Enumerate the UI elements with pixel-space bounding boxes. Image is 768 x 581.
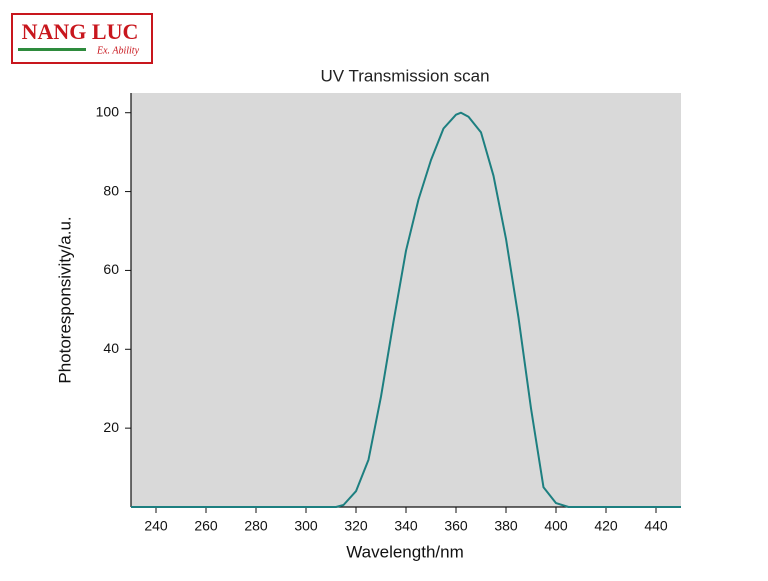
x-tick-label: 260 [194,518,218,534]
x-tick-label: 340 [394,518,418,534]
x-tick-label: 360 [444,518,468,534]
x-tick-label: 300 [294,518,318,534]
chart-title: UV Transmission scan [320,66,489,85]
y-tick-label: 40 [103,340,119,356]
x-axis-label: Wavelength/nm [346,542,463,561]
y-tick-label: 20 [103,419,119,435]
y-tick-label: 100 [96,103,120,119]
x-tick-label: 280 [244,518,268,534]
x-tick-label: 240 [144,518,168,534]
x-tick-label: 440 [644,518,668,534]
logo-stripe [18,48,86,51]
y-tick-label: 80 [103,182,119,198]
data-line [131,111,681,508]
logo-name: NANG LUC [22,19,139,44]
plot-area [131,93,681,507]
logo-tagline: Ex. Ability [96,45,140,56]
logo-box [11,13,153,64]
y-axis-label: Photoresponsivity/a.u. [55,216,74,383]
x-tick-label: 420 [594,518,618,534]
x-tick-label: 320 [344,518,368,534]
x-tick-label: 380 [494,518,518,534]
logo: NANG LUC Ex. Ability [11,13,153,64]
x-tick-label: 400 [544,518,568,534]
y-tick-label: 60 [103,261,119,277]
